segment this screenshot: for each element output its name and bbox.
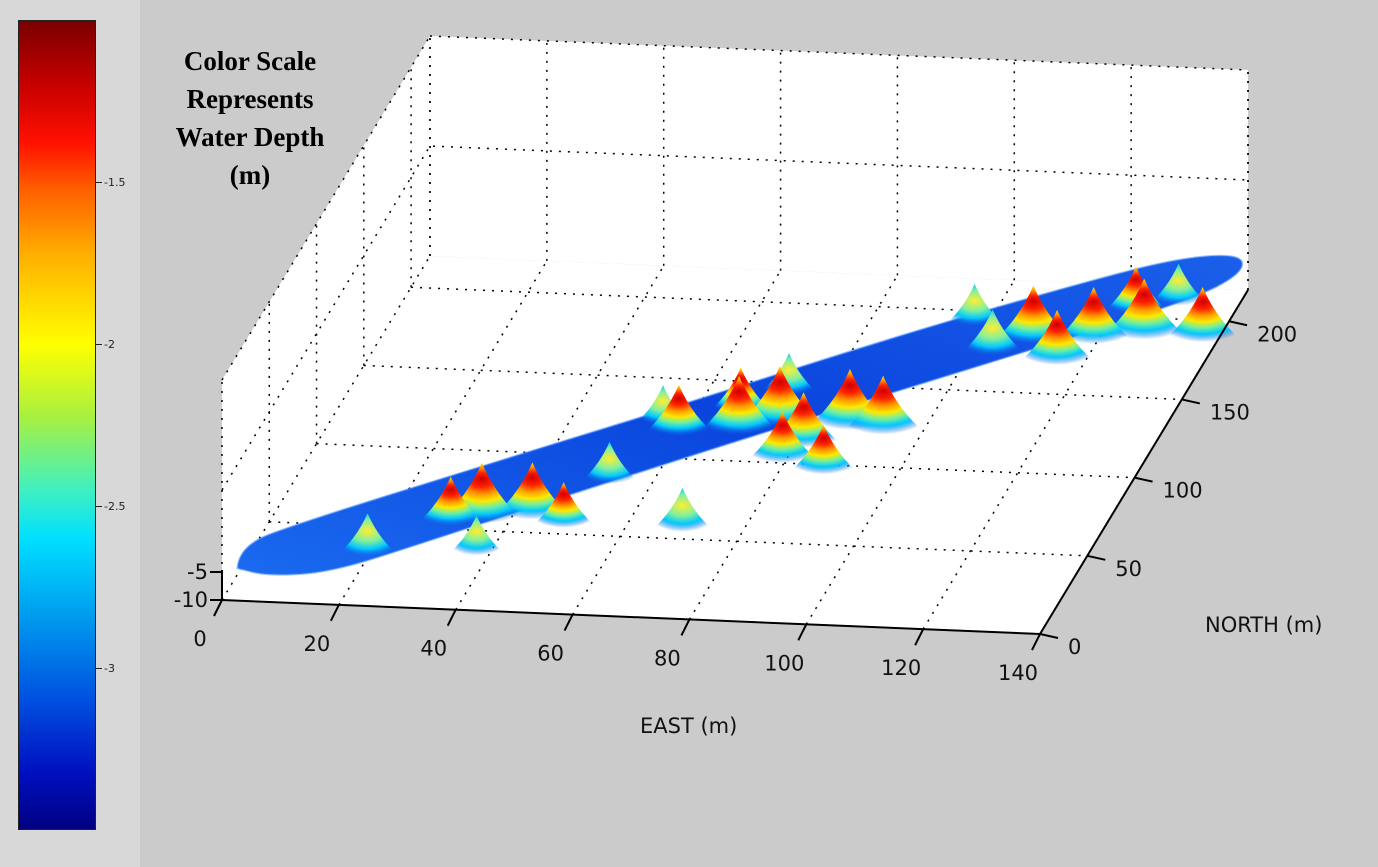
z-tick-label: -5 bbox=[187, 560, 208, 584]
x-tick-label: 40 bbox=[420, 637, 447, 661]
y-tick-label: 200 bbox=[1257, 322, 1297, 346]
x-tick bbox=[797, 623, 808, 641]
reef-mound bbox=[690, 375, 788, 438]
reef-mound bbox=[446, 515, 507, 556]
colorbar-tick bbox=[96, 668, 102, 669]
reef-mound bbox=[783, 424, 864, 477]
colorbar-tick bbox=[96, 506, 102, 507]
colorbar-tick-label: -1.5 bbox=[104, 176, 126, 189]
reef-mound bbox=[957, 309, 1028, 356]
x-tick bbox=[213, 599, 223, 617]
y-tick bbox=[1134, 476, 1153, 483]
box-edge bbox=[429, 35, 1249, 71]
x-tick bbox=[563, 614, 574, 632]
x-axis-label: EAST (m) bbox=[640, 714, 737, 738]
x-tick-label: 100 bbox=[764, 651, 804, 675]
x-tick-label: 0 bbox=[193, 627, 206, 651]
y-tick bbox=[1039, 633, 1059, 639]
reef-mound bbox=[334, 513, 401, 558]
colorbar-title-line-4: (m) bbox=[229, 160, 271, 190]
reef-mound bbox=[1147, 263, 1210, 306]
grid-line-north bbox=[363, 364, 1182, 401]
grid-line-east bbox=[221, 255, 431, 601]
reef-mound bbox=[1157, 287, 1248, 346]
colorbar-title: Color Scale Represents Water Depth (m) bbox=[150, 42, 350, 194]
x-tick-label: 60 bbox=[537, 642, 564, 666]
x-axis-line bbox=[221, 599, 1041, 635]
y-tick bbox=[1181, 398, 1201, 405]
colorbar-tick-label: -3 bbox=[104, 662, 115, 675]
z-tick-label: -10 bbox=[174, 588, 208, 612]
y-tick-label: 100 bbox=[1163, 479, 1203, 503]
colorbar-tick-label: -2 bbox=[104, 338, 115, 351]
x-tick-label: 140 bbox=[998, 661, 1038, 685]
axis-ticks: 0 20 40 60 80 100 120 140 0 50 100 150 200 -10 -5 bbox=[174, 289, 1297, 685]
reef-mound bbox=[740, 411, 824, 466]
grid-line-east bbox=[688, 275, 899, 620]
colorbar-title-line-2: Represents bbox=[186, 84, 314, 114]
reef-mound bbox=[649, 487, 716, 532]
y-axis-label: NORTH (m) bbox=[1205, 613, 1322, 637]
reef-mound bbox=[1012, 309, 1102, 368]
y-tick bbox=[1228, 320, 1248, 327]
left-wall bbox=[222, 36, 430, 600]
reef-mound bbox=[410, 476, 491, 529]
y-tick-label: 150 bbox=[1210, 400, 1250, 424]
x-tick bbox=[1031, 633, 1041, 651]
grid-line-east bbox=[571, 270, 782, 615]
reef-mound bbox=[1094, 278, 1195, 343]
y-tick bbox=[1087, 554, 1106, 561]
x-tick bbox=[446, 609, 457, 627]
grid-line-east bbox=[455, 265, 665, 611]
reef-mounds bbox=[334, 263, 1248, 558]
colorbar-tick bbox=[96, 182, 102, 183]
box-edge bbox=[221, 35, 431, 381]
colorbar bbox=[18, 20, 96, 830]
reef-mound bbox=[1047, 286, 1141, 347]
y-axis-line bbox=[1039, 289, 1249, 635]
colorbar-title-line-1: Color Scale bbox=[183, 46, 317, 76]
x-tick bbox=[914, 628, 925, 646]
x-tick-label: 20 bbox=[303, 632, 330, 656]
reef-mound bbox=[834, 375, 932, 438]
reef-mound bbox=[527, 482, 601, 531]
x-tick-label: 120 bbox=[881, 656, 921, 680]
grid-line-east bbox=[338, 260, 548, 606]
colorbar-tick bbox=[96, 344, 102, 345]
x-tick-label: 80 bbox=[654, 646, 681, 670]
colorbar-title-line-3: Water Depth bbox=[175, 122, 325, 152]
x-tick bbox=[680, 618, 691, 636]
y-tick-label: 0 bbox=[1068, 635, 1081, 659]
grid-line-north bbox=[411, 286, 1230, 323]
grid-line-north bbox=[316, 442, 1135, 479]
reef-mound bbox=[637, 384, 721, 439]
x-tick bbox=[329, 604, 340, 622]
y-tick-label: 50 bbox=[1115, 557, 1142, 581]
reef-mound bbox=[578, 441, 641, 484]
colorbar-tick-label: -2.5 bbox=[104, 500, 126, 513]
